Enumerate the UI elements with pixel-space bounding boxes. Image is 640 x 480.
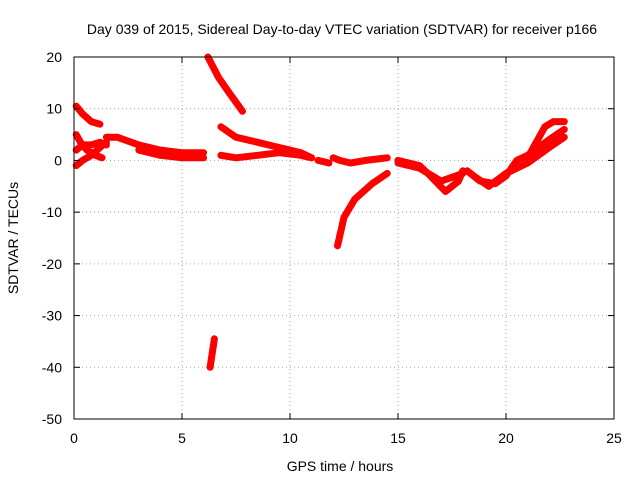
x-tick-label: 25 — [606, 430, 622, 446]
x-tick-labels: 0 5 10 15 20 25 — [70, 430, 622, 446]
y-tick-label: -10 — [42, 204, 62, 220]
data-series-11 — [314, 156, 333, 167]
data-series-17 — [470, 133, 568, 190]
y-tick-label: 20 — [46, 49, 62, 65]
data-series-13 — [334, 169, 391, 250]
x-tick-label: 5 — [178, 430, 186, 446]
x-axis-label: GPS time / hours — [287, 458, 394, 474]
x-tick-label: 0 — [70, 430, 78, 446]
y-tick-label: -50 — [42, 411, 62, 427]
plot-frame — [73, 56, 615, 420]
data-series-4 — [72, 131, 106, 162]
gridlines — [74, 57, 614, 419]
y-tick-labels: -50 -40 -30 -20 -10 0 10 20 — [42, 49, 62, 427]
data-series-6 — [135, 146, 208, 162]
data-series-10 — [217, 149, 316, 162]
x-tick-label: 20 — [498, 430, 514, 446]
data-series-layer — [72, 53, 568, 371]
chart-title: Day 039 of 2015, Sidereal Day-to-day VTE… — [87, 21, 597, 37]
data-series-15 — [394, 159, 467, 185]
y-tick-label: 10 — [46, 101, 62, 117]
data-series-12 — [329, 154, 391, 167]
axis-ticks — [73, 56, 615, 420]
y-tick-label: -40 — [42, 359, 62, 375]
y-axis-label: SDTVAR / TECUs — [5, 182, 21, 294]
x-tick-label: 10 — [282, 430, 298, 446]
data-series-8 — [206, 335, 218, 371]
y-tick-label: -20 — [42, 256, 62, 272]
data-series-1 — [72, 102, 104, 128]
data-series-16 — [463, 125, 568, 188]
x-tick-label: 15 — [390, 430, 406, 446]
y-tick-label: 0 — [54, 152, 62, 168]
y-tick-label: -30 — [42, 308, 62, 324]
data-series-7 — [204, 53, 246, 115]
data-series-18 — [524, 118, 568, 162]
data-series-5 — [102, 133, 208, 157]
